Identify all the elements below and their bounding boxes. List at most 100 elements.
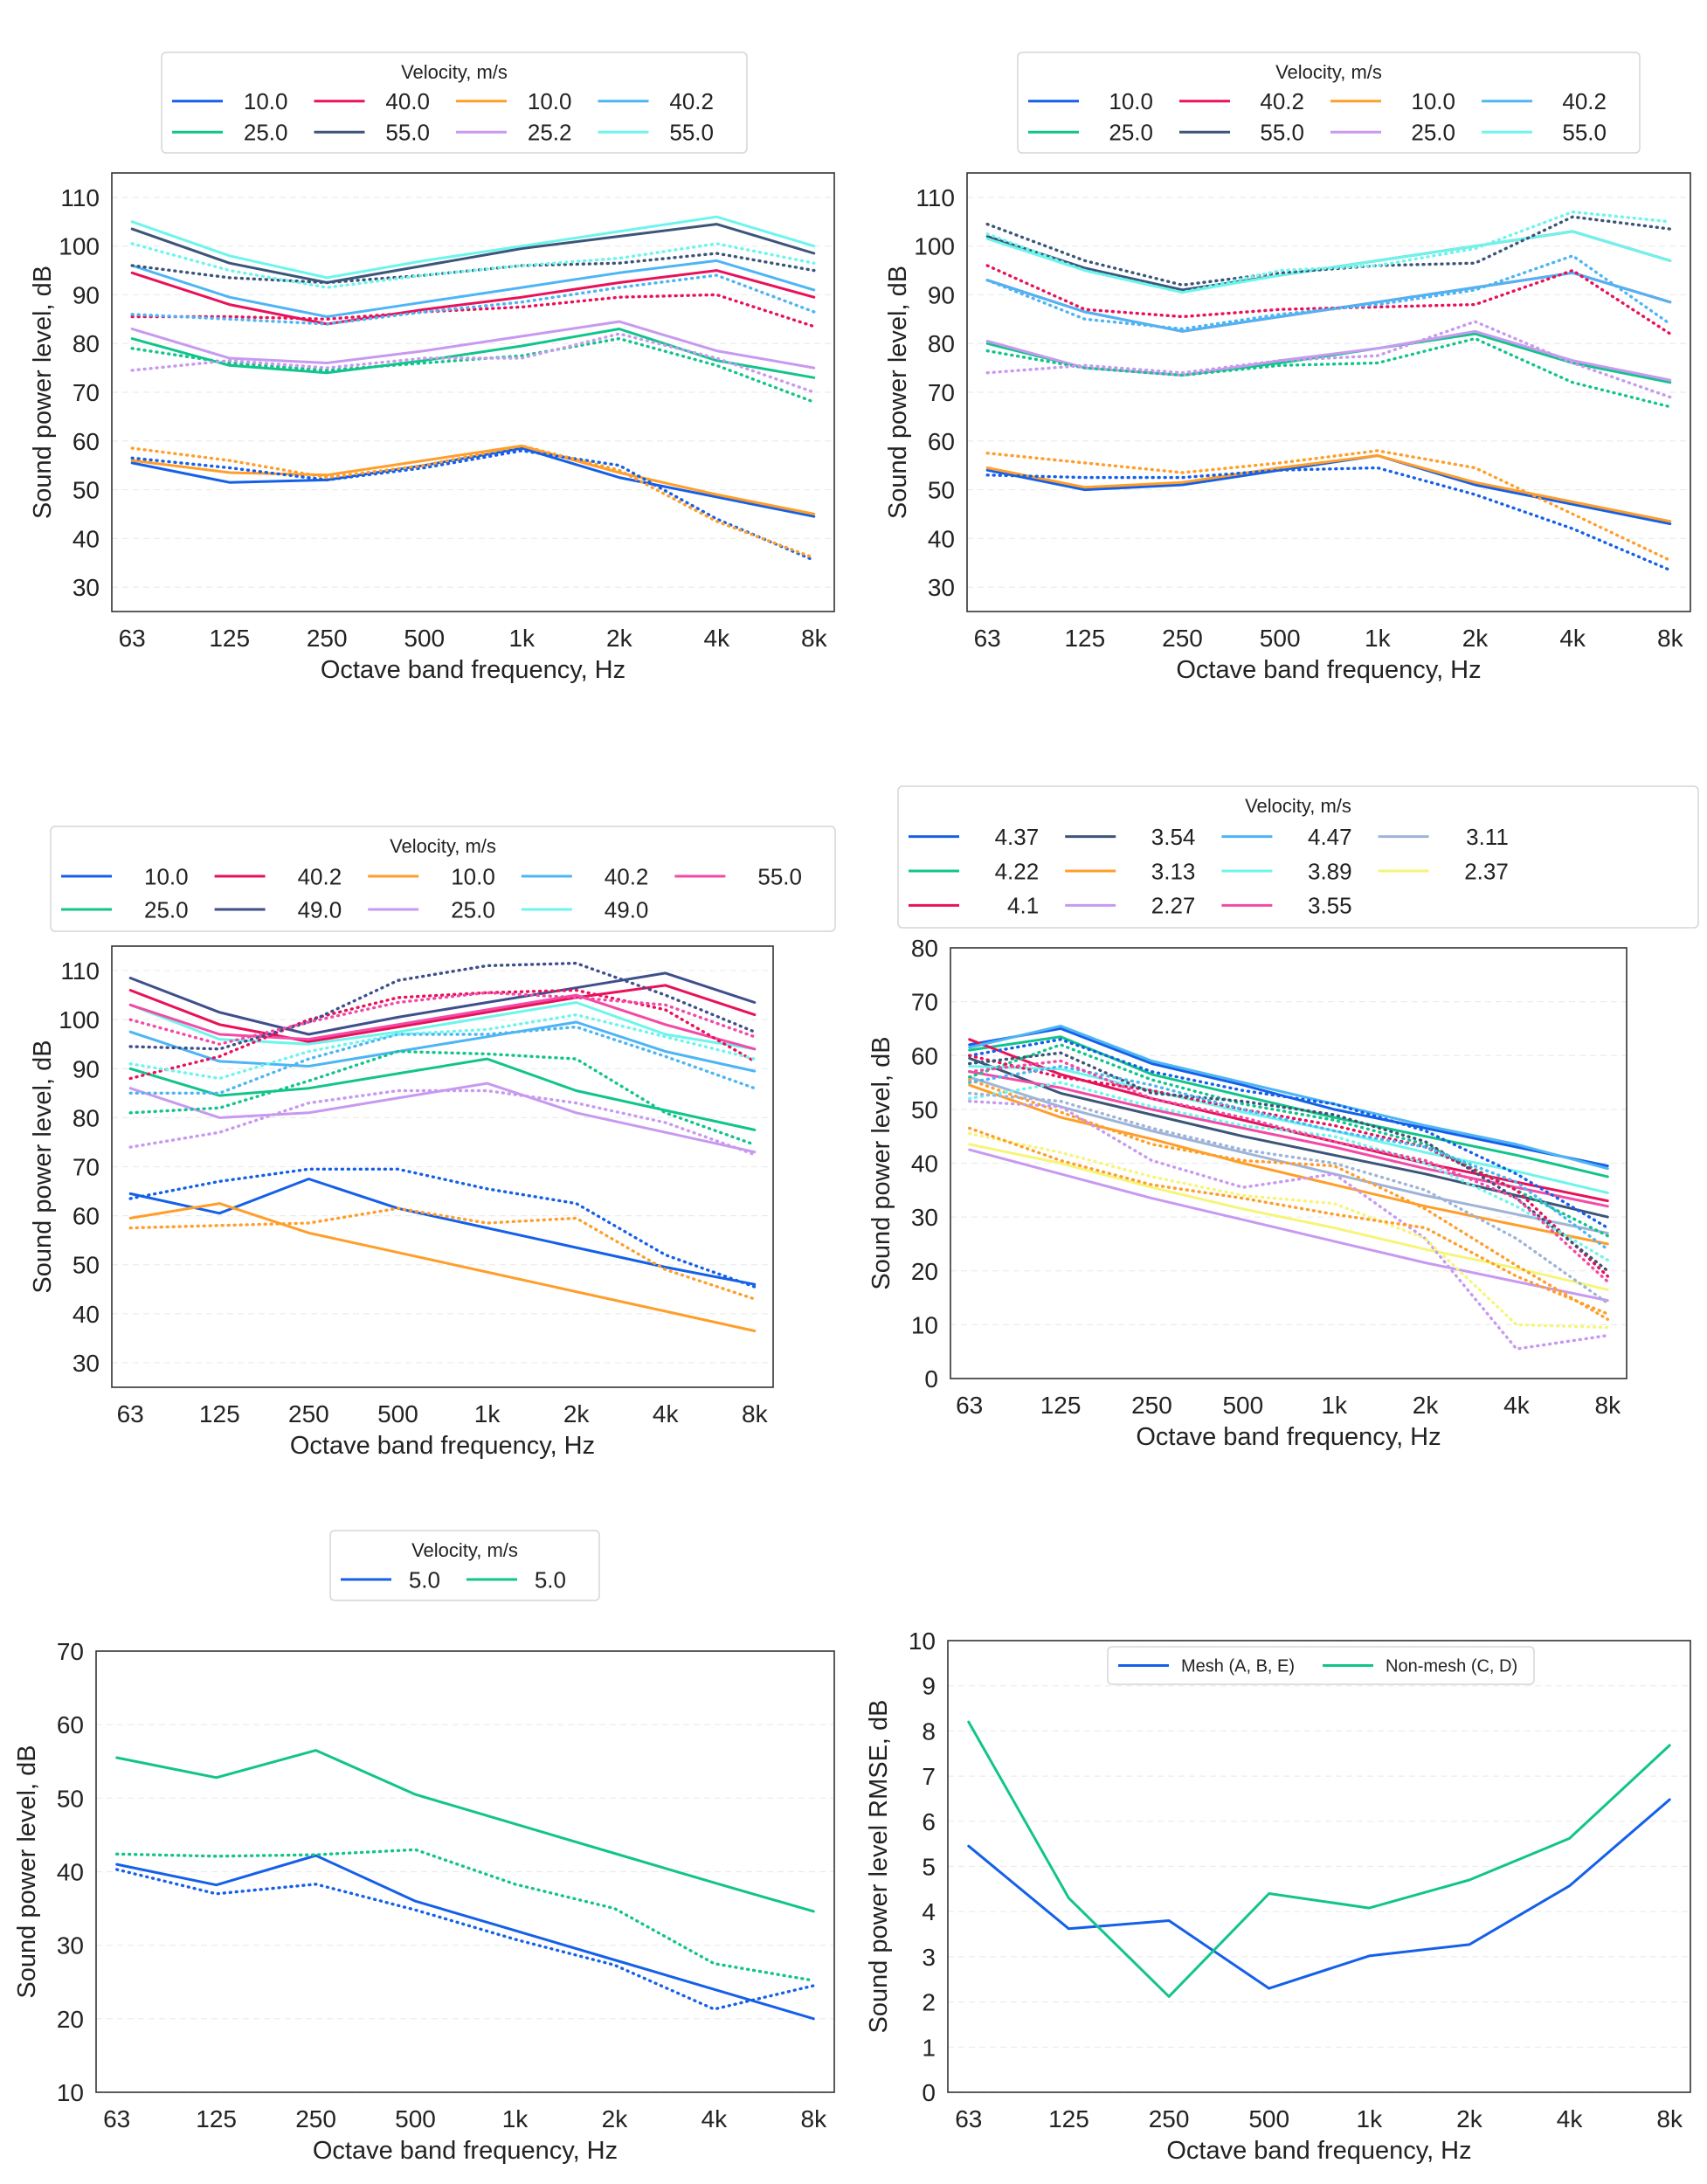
x-tick-label: 125 [209, 625, 250, 652]
series-line-dotted-12 [967, 1038, 1610, 1230]
series-line-dotted-16 [967, 1078, 1610, 1321]
legend-label: 10.0 [1411, 88, 1455, 114]
series-line-8 [985, 230, 1672, 294]
x-tick-label: 4k [1503, 1392, 1531, 1419]
series-line-1 [967, 1798, 1671, 1990]
x-tick-label: 1k [502, 2105, 529, 2132]
legend-label: 25.0 [1109, 120, 1153, 146]
series-line-dotted-15 [128, 1089, 757, 1157]
series-line-1 [968, 1026, 1609, 1168]
series-line-9 [128, 993, 757, 1051]
x-tick-label: 4k [1557, 2105, 1584, 2132]
x-tick-label: 63 [117, 1400, 144, 1427]
y-tick-label: 7 [922, 1763, 936, 1790]
y-tick-label: 30 [911, 1204, 938, 1231]
x-tick-label: 250 [288, 1400, 329, 1427]
series-line-2 [968, 1035, 1609, 1178]
series-line-dotted-9 [130, 449, 816, 563]
series-line-dotted-21 [967, 1091, 1610, 1305]
plot-frame [111, 945, 774, 1388]
x-tick-label: 500 [404, 625, 445, 652]
y-tick-label: 50 [73, 1252, 100, 1279]
legend-title: Velocity, m/s [401, 61, 508, 83]
legend-label: 4.47 [1308, 824, 1352, 850]
x-tick-label: 4k [704, 625, 731, 652]
series-line-dotted-20 [967, 1059, 1610, 1283]
x-tick-label: 250 [307, 625, 348, 652]
series-line-3 [130, 269, 816, 326]
x-tick-label: 63 [103, 2105, 130, 2132]
chart-2: 30 40 50 60 70 80 90 100 110 63 125 250 500 1k 2k 4k 8k O… [884, 52, 1691, 684]
x-tick-label: 63 [956, 1392, 983, 1419]
x-axis-label: Octave band frequency, Hz [321, 656, 625, 684]
x-tick-label: 500 [1260, 625, 1301, 652]
series-line-dotted-16 [985, 210, 1672, 294]
y-tick-label: 30 [928, 574, 955, 601]
y-tick-label: 0 [922, 2079, 936, 2106]
y-tick-label: 30 [73, 1350, 100, 1377]
legend: Velocity, m/s 4.37 4.22 4.1 3.54 3.13 2.27 4.47… [897, 785, 1699, 929]
series-line-dotted-14 [130, 332, 816, 394]
y-tick-label: 20 [911, 1258, 938, 1285]
x-tick-label: 125 [1040, 1392, 1082, 1419]
y-tick-label: 60 [73, 1203, 100, 1230]
chart-5: 10 20 30 40 50 60 70 63 125 250 500 1k 2k 4k 8k Octave … [13, 1530, 835, 2165]
series-line-7 [130, 259, 816, 318]
y-tick-label: 60 [73, 428, 100, 455]
x-tick-label: 2k [1413, 1392, 1440, 1419]
y-tick-label: 10 [911, 1311, 938, 1338]
series-line-4 [128, 971, 757, 1036]
x-tick-label: 8k [1657, 625, 1684, 652]
series-line-8 [968, 1065, 1609, 1194]
series-line-4 [130, 223, 816, 284]
x-tick-label: 500 [395, 2105, 436, 2132]
series-line-dotted-11 [128, 1049, 757, 1147]
y-axis-label: Sound power level RMSE, dB [865, 1699, 893, 2033]
x-tick-label: 63 [974, 625, 1001, 652]
x-tick-label: 2k [602, 2105, 629, 2132]
legend-label: 2.37 [1464, 858, 1509, 884]
series-line-dotted-10 [128, 1167, 757, 1289]
plot-frame [966, 172, 1691, 612]
legend: Velocity, m/s 10.0 25.0 40.0 55.0 10.0 25.2 40.… [161, 52, 748, 154]
y-tick-label: 110 [916, 184, 955, 211]
x-axis-label: Octave band frequency, Hz [1166, 2137, 1471, 2165]
y-tick-label: 50 [57, 1785, 84, 1812]
y-tick-label: 1 [922, 2034, 936, 2061]
y-tick-label: 40 [928, 525, 955, 552]
plot-frame [947, 1640, 1691, 2093]
y-tick-label: 110 [60, 957, 100, 985]
series-line-dotted-22 [967, 1131, 1610, 1330]
y-tick-label: 40 [57, 1859, 84, 1886]
series-line-dotted-9 [985, 466, 1672, 572]
legend-label: Mesh (A, B, E) [1181, 1657, 1295, 1676]
legend-label: 49.0 [605, 896, 649, 923]
series-line-dotted-13 [985, 449, 1672, 563]
y-tick-label: 40 [73, 1301, 100, 1328]
y-tick-label: 9 [922, 1673, 936, 1700]
y-tick-label: 10 [909, 1628, 936, 1655]
series-line-dotted-15 [130, 273, 816, 326]
series-line-5 [130, 444, 816, 515]
y-tick-label: 70 [57, 1638, 84, 1665]
y-axis-label: Sound power level, dB [29, 1040, 57, 1293]
legend-label: 40.2 [605, 863, 649, 889]
y-axis-label: Sound power level, dB [884, 266, 912, 519]
series-line-5 [968, 1083, 1609, 1246]
y-tick-label: 70 [73, 1154, 100, 1181]
legend-label: 25.0 [244, 120, 288, 146]
legend-label: 25.2 [528, 120, 572, 146]
series-line-dotted-23 [967, 1126, 1610, 1316]
y-tick-label: 90 [73, 1055, 100, 1082]
y-tick-label: 2 [922, 1989, 936, 2016]
legend-label: 25.0 [144, 896, 189, 923]
y-tick-label: 50 [928, 477, 955, 504]
series-line-dotted-14 [128, 1206, 757, 1301]
y-tick-label: 6 [922, 1808, 936, 1835]
y-tick-label: 80 [928, 330, 955, 357]
y-tick-label: 10 [57, 2079, 84, 2106]
x-tick-label: 125 [1048, 2105, 1089, 2132]
legend-label: 10.0 [244, 88, 288, 114]
series-line-1 [130, 446, 816, 518]
